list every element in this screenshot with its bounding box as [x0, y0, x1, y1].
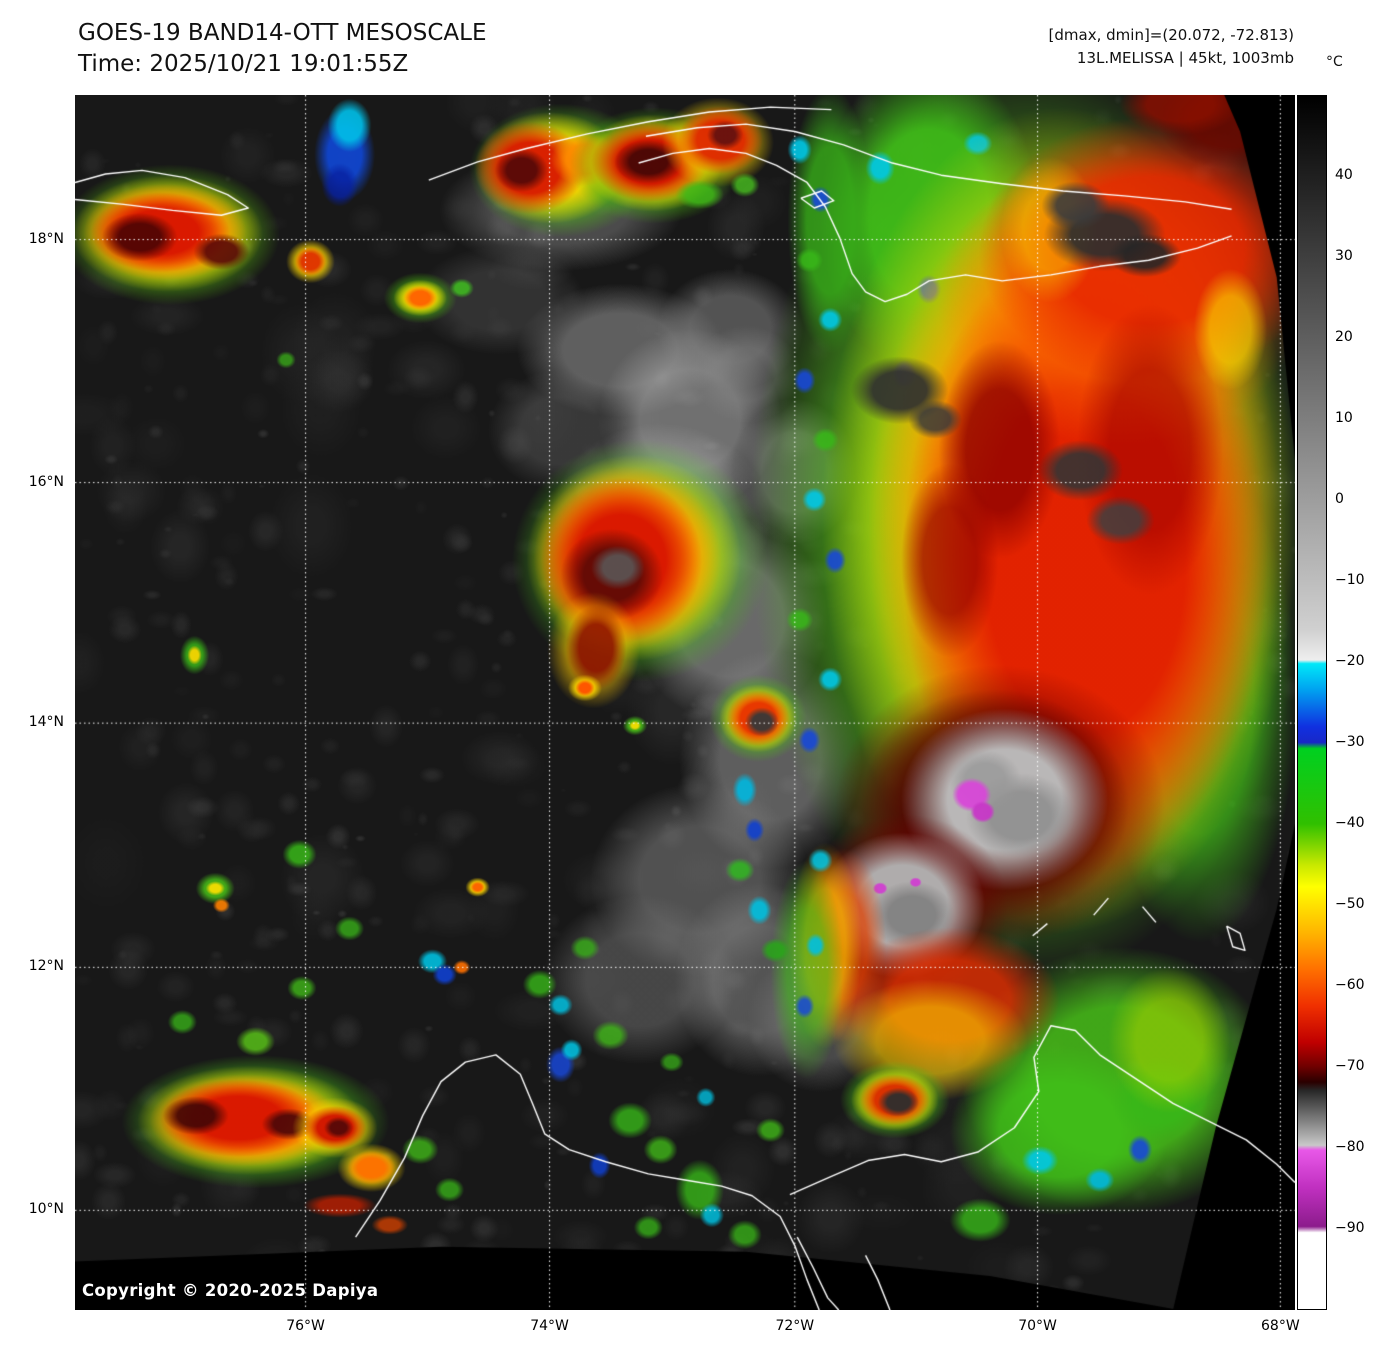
colorbar-tick-label: −50: [1335, 896, 1365, 913]
latitude-tick-label: 10°N: [28, 1201, 64, 1218]
title-block: GOES-19 BAND14-OTT MESOSCALE Time: 2025/…: [78, 18, 487, 80]
header-right-block: [dmax, dmin]=(20.072, -72.813) 13L.MELIS…: [1049, 24, 1294, 70]
latitude-tick-label: 12°N: [28, 958, 64, 975]
longitude-tick-label: 76°W: [286, 1318, 325, 1334]
copyright-label: Copyright © 2020-2025 Dapiya: [82, 1281, 379, 1300]
colorbar-tick-label: 0: [1335, 490, 1344, 507]
colorbar-tick-label: 10: [1335, 410, 1353, 427]
colorbar-tick-label: 20: [1335, 329, 1353, 345]
longitude-tick-label: 74°W: [530, 1318, 569, 1334]
colorbar-tick-label: −60: [1335, 976, 1365, 993]
latitude-tick-label: 14°N: [28, 714, 64, 731]
colorbar-tick-label: 40: [1335, 167, 1353, 184]
figure-title: GOES-19 BAND14-OTT MESOSCALE: [78, 20, 487, 46]
colorbar-tick-label: 30: [1335, 247, 1353, 264]
colorbar-tick-label: −80: [1335, 1139, 1365, 1156]
colorbar-tick-label: −30: [1335, 733, 1365, 750]
longitude-tick-label: 72°W: [775, 1318, 815, 1334]
longitude-tick-label: 68°W: [1261, 1318, 1300, 1334]
colorbar-tick-label: −20: [1335, 653, 1365, 670]
figure-timestamp: Time: 2025/10/21 19:01:55Z: [78, 51, 409, 77]
latitude-tick-label: 18°N: [28, 230, 64, 247]
storm-info-readout: 13L.MELISSA | 45kt, 1003mb: [1076, 49, 1294, 67]
satellite-imagery-canvas: [75, 95, 1295, 1310]
colorbar-tick-label: −40: [1335, 815, 1365, 831]
colorbar-tick-label: −70: [1335, 1058, 1365, 1074]
colorbar-tick-label: −90: [1335, 1219, 1365, 1236]
temperature-colorbar: [1297, 95, 1327, 1310]
colorbar-unit-label: °C: [1326, 54, 1343, 70]
dmax-dmin-readout: [dmax, dmin]=(20.072, -72.813): [1048, 26, 1294, 44]
longitude-tick-label: 70°W: [1018, 1318, 1057, 1334]
latitude-tick-label: 16°N: [28, 473, 64, 490]
colorbar-tick-label: −10: [1335, 572, 1365, 588]
